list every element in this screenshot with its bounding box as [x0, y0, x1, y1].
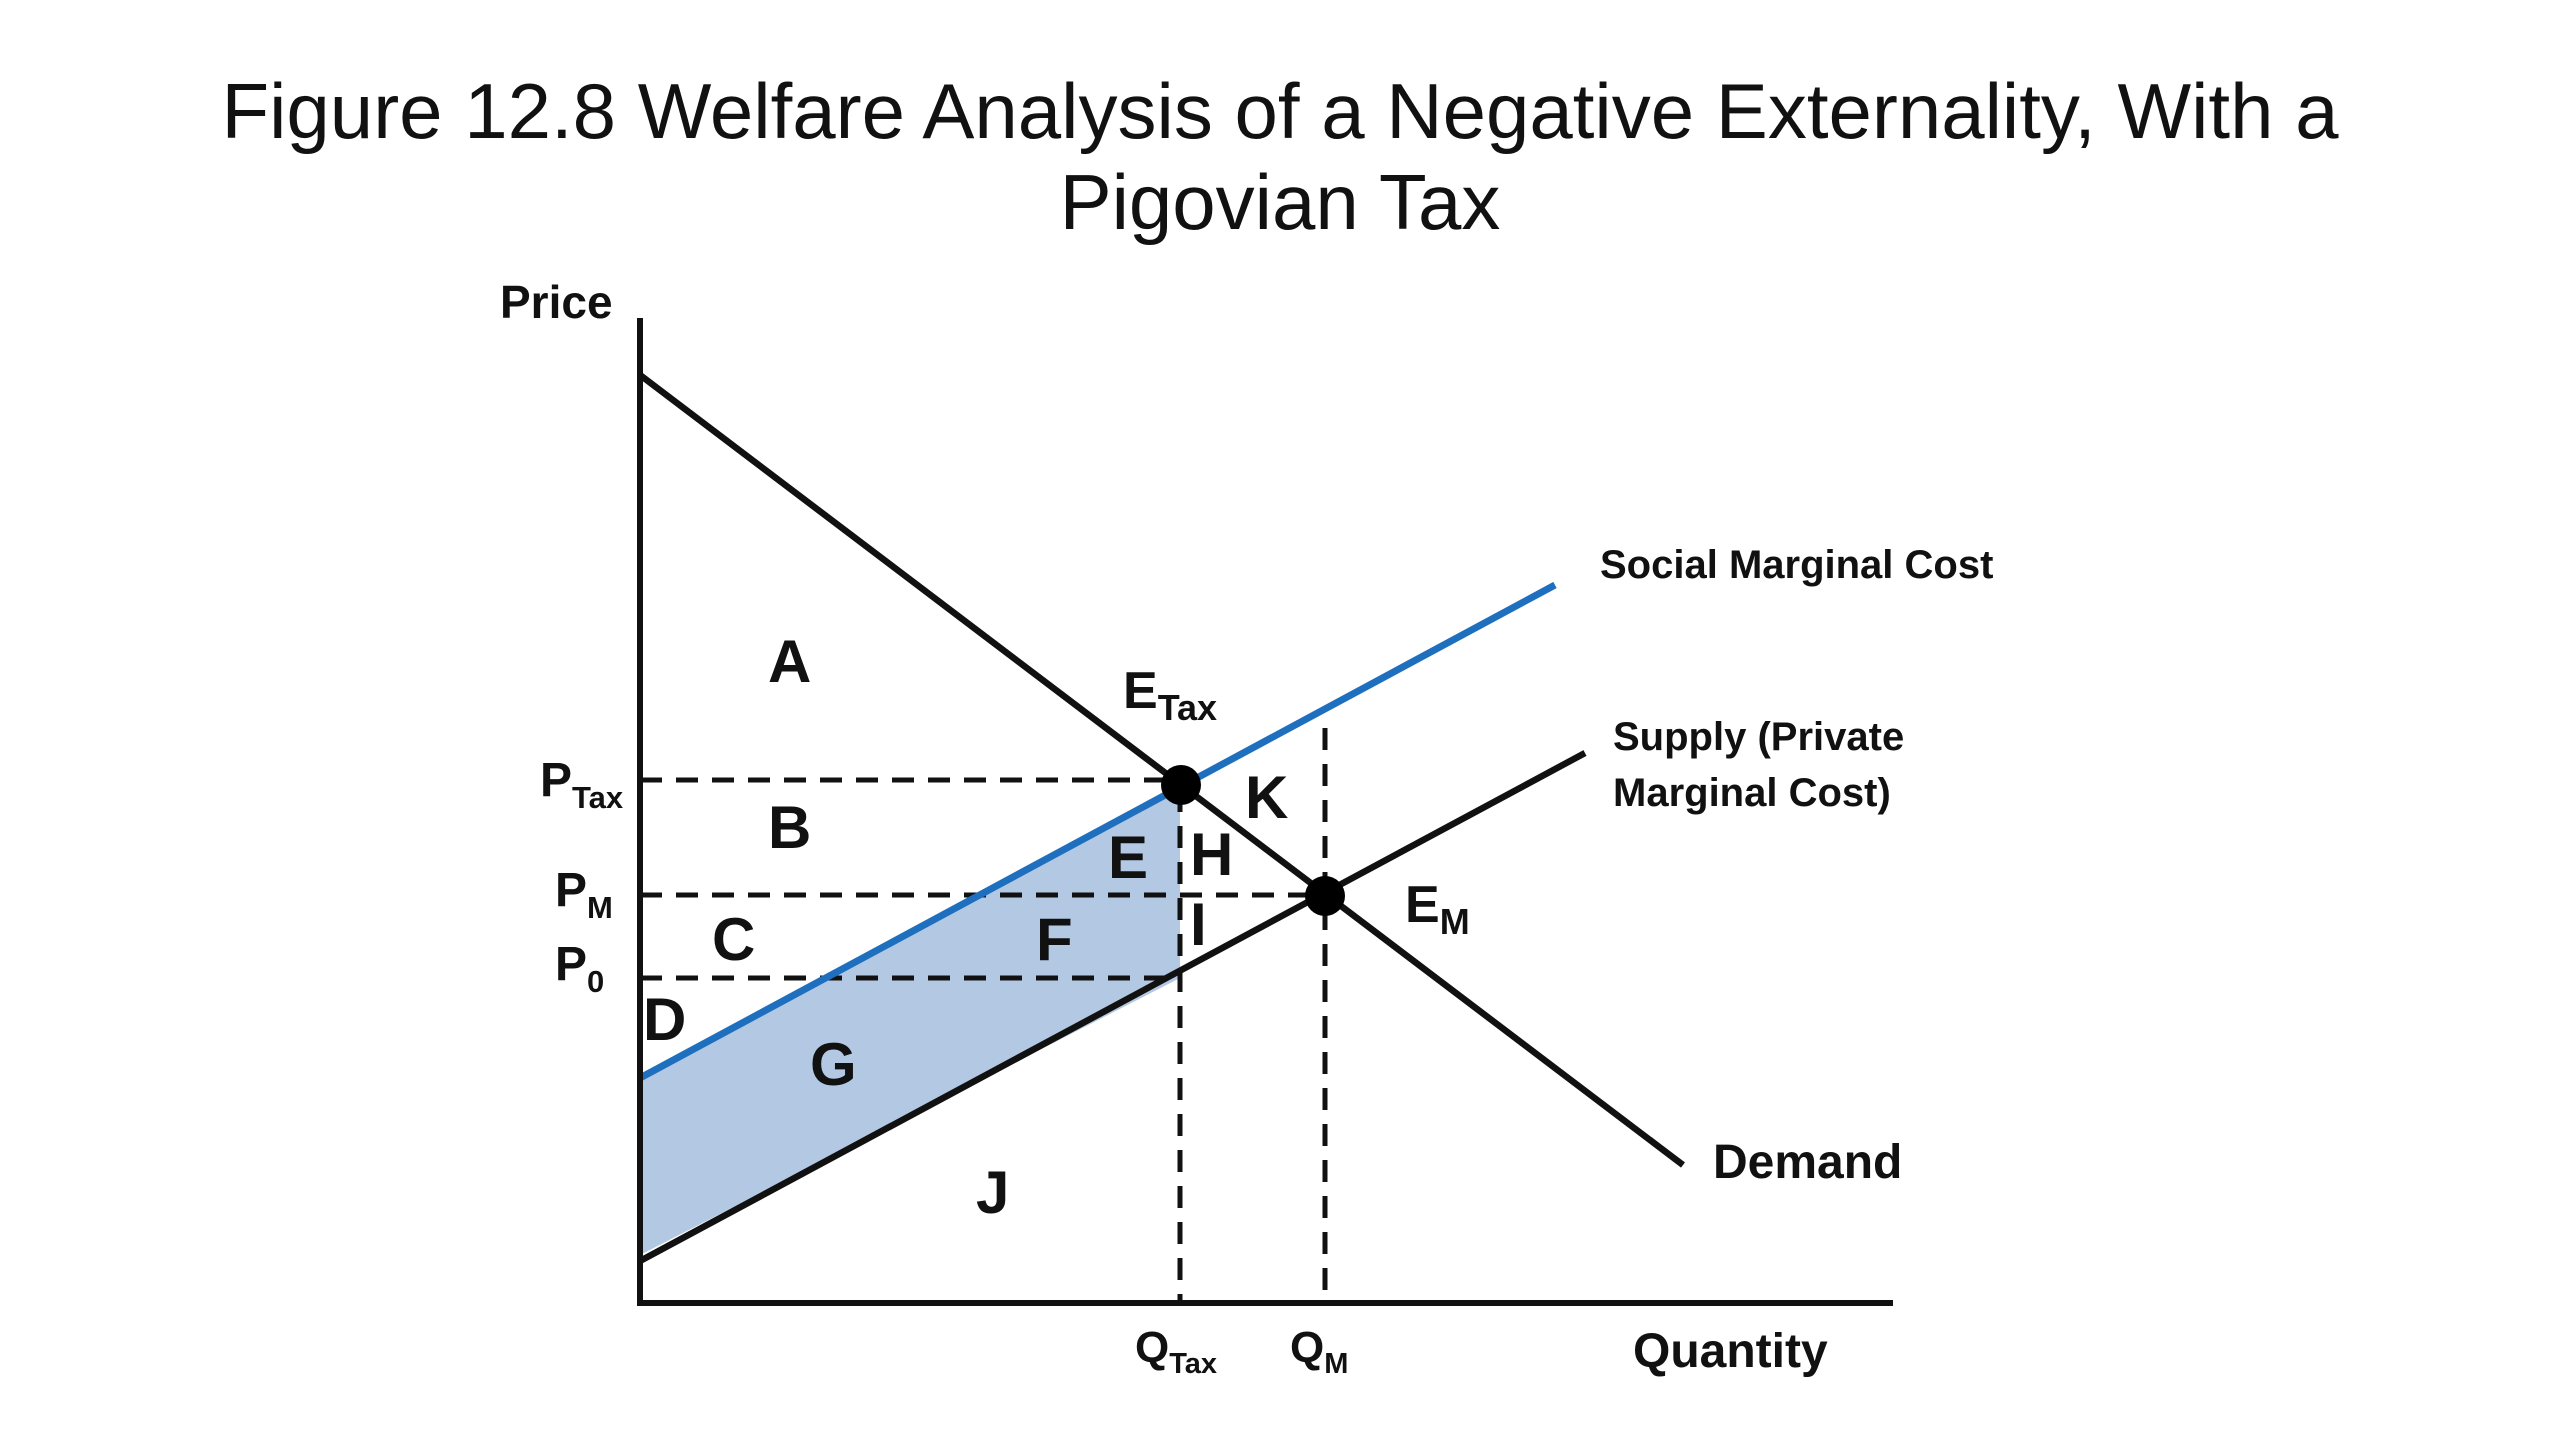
e-tax-label: ETax [1123, 662, 1217, 728]
social-marginal-cost-curve [638, 581, 1557, 1082]
region-g: G [810, 1031, 857, 1098]
p-0-main: P [555, 938, 587, 991]
region-c: C [712, 906, 755, 973]
region-a: A [768, 628, 811, 695]
region-k: K [1245, 764, 1288, 831]
p-tax-main: P [540, 754, 572, 807]
y-axis-label: Price [500, 276, 613, 328]
e-m-sub: M [1440, 901, 1470, 942]
q-tax-main: Q [1135, 1323, 1169, 1372]
p-m-sub: M [587, 890, 613, 925]
q-tax-sub: Tax [1169, 1348, 1217, 1380]
region-h: H [1190, 821, 1233, 888]
p-m-main: P [555, 864, 587, 917]
shaded-externality-area [640, 785, 1180, 1255]
e-tax-sub: Tax [1158, 687, 1217, 728]
e-tax-main: E [1123, 662, 1158, 720]
e-tax-point [1161, 765, 1201, 805]
q-m-main: Q [1290, 1323, 1324, 1372]
social-marginal-cost-label: Social Marginal Cost [1600, 543, 1993, 587]
p-tax-sub: Tax [572, 780, 624, 815]
region-d: D [643, 986, 686, 1053]
p-m-label: PM [555, 864, 613, 925]
p-0-sub: 0 [587, 964, 604, 999]
region-f: F [1036, 906, 1073, 973]
figure-title-line-2: Pigovian Tax [1059, 158, 1501, 246]
supply-curve [638, 750, 1587, 1264]
supply-label-line-1: Supply (Private [1613, 715, 1904, 759]
e-m-point [1305, 876, 1345, 916]
region-b: B [768, 794, 811, 861]
x-axis-label: Quantity [1633, 1325, 1828, 1378]
figure-title-line-1: Figure 12.8 Welfare Analysis of a Negati… [221, 67, 2339, 155]
q-tax-label: QTax [1135, 1323, 1217, 1380]
e-m-label: EM [1405, 876, 1470, 942]
p-tax-label: PTax [540, 754, 624, 815]
supply-label-line-2: Marginal Cost) [1613, 771, 1891, 815]
region-j: J [976, 1159, 1009, 1226]
region-e: E [1108, 824, 1148, 891]
e-m-main: E [1405, 876, 1440, 934]
region-i: I [1190, 891, 1207, 958]
demand-curve [638, 372, 1685, 1168]
p-0-label: P0 [555, 938, 604, 999]
q-m-label: QM [1290, 1323, 1348, 1380]
q-m-sub: M [1324, 1348, 1348, 1380]
demand-label: Demand [1713, 1136, 1902, 1189]
